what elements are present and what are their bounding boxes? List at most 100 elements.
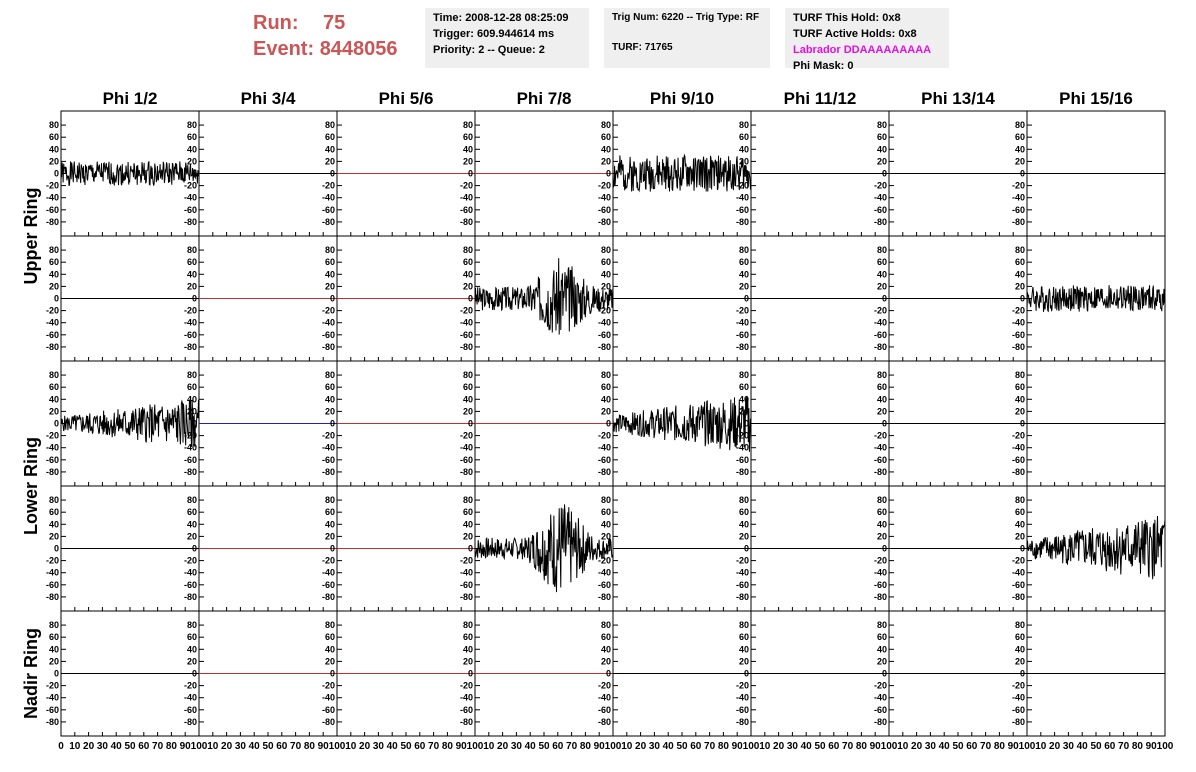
y-tick-label: -80 [874,217,887,227]
y-tick-label: 20 [463,281,473,291]
y-tick-label: -40 [460,443,473,453]
y-tick-label: 60 [739,507,749,517]
y-tick-label: -20 [1012,306,1025,316]
x-tick-label: 20 [497,741,509,752]
y-tick-label: 80 [325,495,335,505]
y-tick-label: -80 [736,717,749,727]
y-tick-label: 80 [325,245,335,255]
x-tick-label: 10 [345,741,357,752]
y-tick-label: 80 [877,120,887,130]
y-tick-label: 40 [325,519,335,529]
x-tick-label: 70 [566,741,578,752]
y-tick-label: -20 [736,181,749,191]
y-tick-label: -20 [598,181,611,191]
y-tick-label: -40 [46,693,59,703]
x-tick-label: 60 [552,741,564,752]
y-tick-label: 0 [606,294,611,304]
x-tick-label: 100 [743,741,760,752]
y-tick-label: 20 [463,531,473,541]
y-tick-label: 40 [187,144,197,154]
x-tick-label: 20 [83,741,95,752]
y-tick-label: -20 [46,431,59,441]
y-tick-label: 40 [601,269,611,279]
y-tick-label: -60 [322,705,335,715]
y-tick-label: 0 [192,419,197,429]
x-tick-label: 30 [787,741,799,752]
y-tick-label: 80 [187,495,197,505]
y-tick-label: -20 [1012,556,1025,566]
y-tick-label: 40 [601,394,611,404]
y-tick-label: -20 [184,181,197,191]
y-tick-label: 20 [739,656,749,666]
y-tick-label: 20 [739,531,749,541]
y-tick-label: -60 [874,330,887,340]
y-tick-label: -80 [598,592,611,602]
column-title: Phi 9/10 [650,89,714,108]
y-tick-label: -80 [184,217,197,227]
y-tick-label: -20 [736,556,749,566]
x-tick-label: 10 [621,741,633,752]
x-tick-label: 40 [1077,741,1089,752]
column-title: Phi 5/6 [379,89,434,108]
y-tick-label: -40 [598,443,611,453]
y-tick-label: -60 [322,455,335,465]
y-tick-label: 80 [187,245,197,255]
y-tick-label: -60 [460,580,473,590]
y-tick-label: 80 [325,120,335,130]
y-tick-label: -40 [46,318,59,328]
y-tick-label: 0 [330,294,335,304]
y-tick-label: 80 [1015,495,1025,505]
x-tick-label: 10 [1035,741,1047,752]
x-tick-label: 10 [207,741,219,752]
y-tick-label: -80 [736,592,749,602]
y-tick-label: -80 [874,592,887,602]
y-tick-label: -40 [184,693,197,703]
y-tick-label: -40 [46,443,59,453]
x-tick-label: 70 [428,741,440,752]
y-tick-label: -60 [46,205,59,215]
x-tick-label: 50 [538,741,550,752]
trig-info-box: Trig Num: 6220 -- Trig Type: RF TURF: 71… [604,8,770,68]
y-tick-label: 40 [463,269,473,279]
y-tick-label: -40 [874,568,887,578]
y-tick-label: 80 [187,370,197,380]
column-title: Phi 13/14 [921,89,995,108]
y-tick-label: 0 [192,169,197,179]
y-tick-label: 60 [187,132,197,142]
column-title: Phi 3/4 [241,89,296,108]
y-tick-label: -20 [184,306,197,316]
y-tick-label: -60 [598,455,611,465]
y-tick-label: 40 [877,519,887,529]
y-tick-label: 0 [882,419,887,429]
y-tick-label: 20 [1015,156,1025,166]
waveform-trace [1026,285,1166,313]
y-tick-label: -20 [1012,681,1025,691]
y-tick-label: -20 [736,431,749,441]
y-tick-label: -20 [874,431,887,441]
x-tick-label: 70 [152,741,164,752]
y-tick-label: -40 [46,568,59,578]
y-tick-label: 40 [463,394,473,404]
x-tick-label: 100 [605,741,622,752]
y-tick-label: -20 [598,306,611,316]
y-tick-label: -20 [1012,181,1025,191]
y-tick-label: 80 [1015,370,1025,380]
y-tick-label: -40 [322,568,335,578]
y-tick-label: -80 [46,592,59,602]
phi-mask-text: Phi Mask: 0 [793,60,854,72]
y-tick-label: -80 [322,217,335,227]
y-tick-label: -60 [736,455,749,465]
y-tick-label: 0 [882,294,887,304]
turf-active-text: TURF Active Holds: 0x8 [793,28,917,40]
y-tick-label: 40 [1015,519,1025,529]
y-tick-label: 60 [187,632,197,642]
y-tick-label: -80 [1012,467,1025,477]
y-tick-label: 40 [739,269,749,279]
x-tick-label: 60 [1104,741,1116,752]
y-tick-label: -60 [46,705,59,715]
y-tick-label: 60 [877,382,887,392]
run-value: 75 [323,12,346,34]
y-tick-label: -80 [460,717,473,727]
x-tick-label: 10 [759,741,771,752]
